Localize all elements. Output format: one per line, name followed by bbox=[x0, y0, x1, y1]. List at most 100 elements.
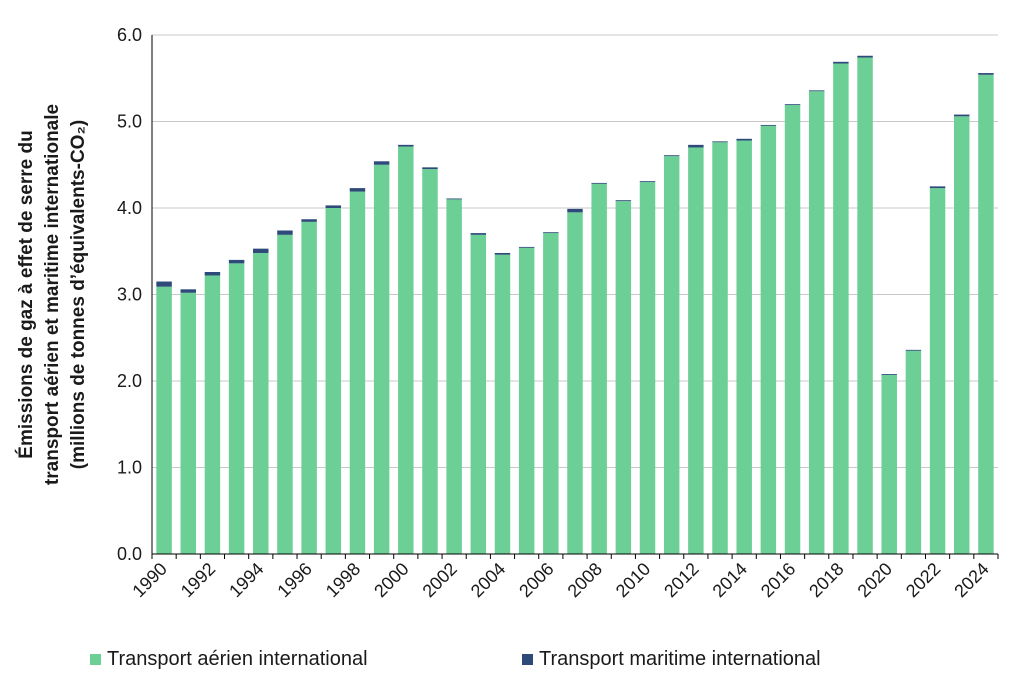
x-tick-label: 1996 bbox=[273, 559, 315, 601]
bar-air-1998 bbox=[349, 191, 366, 554]
x-tick-label: 1994 bbox=[225, 559, 267, 601]
x-tick-label: 2006 bbox=[515, 559, 557, 601]
y-tick-label: 2.0 bbox=[117, 371, 142, 391]
bar-maritime-2012 bbox=[688, 144, 704, 148]
bar-maritime-2023 bbox=[954, 114, 970, 117]
bar-air-1991 bbox=[180, 292, 196, 554]
y-tick-label: 1.0 bbox=[117, 458, 142, 478]
x-tick-label: 2016 bbox=[757, 559, 799, 601]
y-tick-label: 4.0 bbox=[117, 198, 142, 218]
bar-maritime-2024 bbox=[978, 73, 994, 75]
bar-maritime-1996 bbox=[301, 219, 317, 222]
bar-air-2010 bbox=[639, 182, 656, 555]
bar-maritime-2008 bbox=[591, 182, 607, 184]
x-tick-label: 2004 bbox=[467, 559, 509, 601]
bar-air-2003 bbox=[470, 234, 487, 554]
bar-air-2009 bbox=[615, 201, 632, 554]
bar-air-2015 bbox=[760, 125, 777, 554]
x-tick-label: 2008 bbox=[564, 559, 606, 601]
bar-maritime-2020 bbox=[881, 374, 897, 375]
x-tick-label: 2022 bbox=[902, 559, 944, 601]
bar-air-2012 bbox=[688, 147, 704, 554]
chart-svg: 0.0 1.0 2.0 3.0 4.0 5.0 6.0 1990 1992 1994 1996 199… bbox=[15, 25, 999, 601]
x-tick-label: 2018 bbox=[805, 559, 847, 601]
bar-maritime-2019 bbox=[857, 55, 873, 58]
x-tick-label: 2024 bbox=[950, 559, 992, 601]
bar-maritime-2016 bbox=[784, 104, 801, 106]
bar-air-2004 bbox=[494, 254, 511, 554]
bar-maritime-2000 bbox=[398, 144, 414, 147]
bar-air-2005 bbox=[518, 247, 535, 555]
x-tick-label: 1998 bbox=[322, 559, 364, 601]
x-tick-label: 2000 bbox=[370, 559, 412, 601]
bar-air-2011 bbox=[663, 156, 680, 554]
bar-maritime-2004 bbox=[494, 252, 511, 255]
bar-maritime-1995 bbox=[277, 230, 293, 235]
bar-air-2020 bbox=[881, 374, 897, 554]
bar-maritime-1993 bbox=[228, 259, 245, 264]
bar-maritime-1991 bbox=[180, 289, 196, 293]
bar-air-2013 bbox=[712, 142, 728, 554]
legend-label-air: Transport aérien international bbox=[107, 648, 368, 670]
bar-air-2021 bbox=[905, 350, 922, 554]
legend-swatch-air bbox=[90, 654, 101, 665]
bar-maritime-2001 bbox=[422, 167, 438, 170]
bar-maritime-1992 bbox=[204, 272, 221, 276]
bar-maritime-2010 bbox=[639, 181, 656, 183]
bar-air-2018 bbox=[833, 63, 849, 555]
bar-air-2006 bbox=[543, 233, 559, 554]
bar-air-1996 bbox=[301, 221, 317, 554]
bar-maritime-1994 bbox=[253, 248, 269, 253]
bar-maritime-2002 bbox=[446, 198, 462, 200]
bar-air-2002 bbox=[446, 199, 462, 554]
bar-air-2022 bbox=[929, 188, 946, 555]
bar-air-1999 bbox=[373, 164, 390, 554]
bar-air-2008 bbox=[591, 183, 607, 554]
x-tick-label: 2020 bbox=[854, 559, 896, 601]
legend-swatch-maritime bbox=[522, 654, 533, 665]
bar-maritime-1998 bbox=[349, 188, 366, 192]
bar-air-1997 bbox=[325, 208, 342, 554]
bar-maritime-2018 bbox=[833, 61, 849, 64]
legend-item-maritime: Transport maritime international bbox=[522, 648, 821, 671]
bar-air-1992 bbox=[204, 275, 221, 554]
y-tick-label: 0.0 bbox=[117, 544, 142, 564]
bar-maritime-2007 bbox=[567, 208, 583, 213]
bar-maritime-2003 bbox=[470, 233, 487, 235]
bar-maritime-2005 bbox=[518, 246, 535, 248]
bar-air-2024 bbox=[978, 74, 994, 554]
bar-air-2017 bbox=[808, 91, 825, 554]
bar-maritime-2015 bbox=[760, 124, 777, 126]
bar-air-2014 bbox=[736, 140, 752, 554]
bar-air-2016 bbox=[784, 105, 801, 554]
x-tick-label: 2010 bbox=[612, 559, 654, 601]
bar-air-2019 bbox=[857, 57, 873, 555]
bar-air-2001 bbox=[422, 169, 438, 554]
y-tick-label: 5.0 bbox=[117, 112, 142, 132]
x-tick-label: 1992 bbox=[177, 559, 219, 601]
bar-maritime-2006 bbox=[543, 232, 559, 234]
bar-air-2000 bbox=[398, 146, 414, 554]
x-tick-label: 2014 bbox=[709, 559, 751, 601]
bar-air-2023 bbox=[954, 116, 970, 554]
bar-maritime-2021 bbox=[905, 349, 922, 351]
bar-maritime-2022 bbox=[929, 186, 946, 189]
x-tick-label: 1990 bbox=[128, 559, 170, 601]
x-tick-label: 2002 bbox=[419, 559, 461, 601]
y-axis-title-line: Émissions de gaz à effet de serre du bbox=[15, 130, 37, 458]
bar-air-1994 bbox=[253, 252, 269, 555]
bar-maritime-1990 bbox=[156, 281, 172, 287]
bar-maritime-2017 bbox=[808, 90, 825, 92]
bar-air-1990 bbox=[156, 286, 172, 554]
y-tick-label: 3.0 bbox=[117, 285, 142, 305]
y-axis-title-line: (millions de tonnes d’équivalents-CO₂) bbox=[68, 120, 89, 469]
x-tick-label: 2012 bbox=[660, 559, 702, 601]
bar-air-1995 bbox=[277, 234, 293, 554]
legend-item-air: Transport aérien international bbox=[90, 648, 368, 671]
legend: Transport aérien international Transport… bbox=[90, 648, 990, 682]
bar-maritime-1997 bbox=[325, 205, 342, 208]
bar-maritime-2013 bbox=[712, 141, 728, 143]
bar-maritime-2009 bbox=[615, 200, 632, 202]
bar-air-1993 bbox=[228, 263, 245, 554]
